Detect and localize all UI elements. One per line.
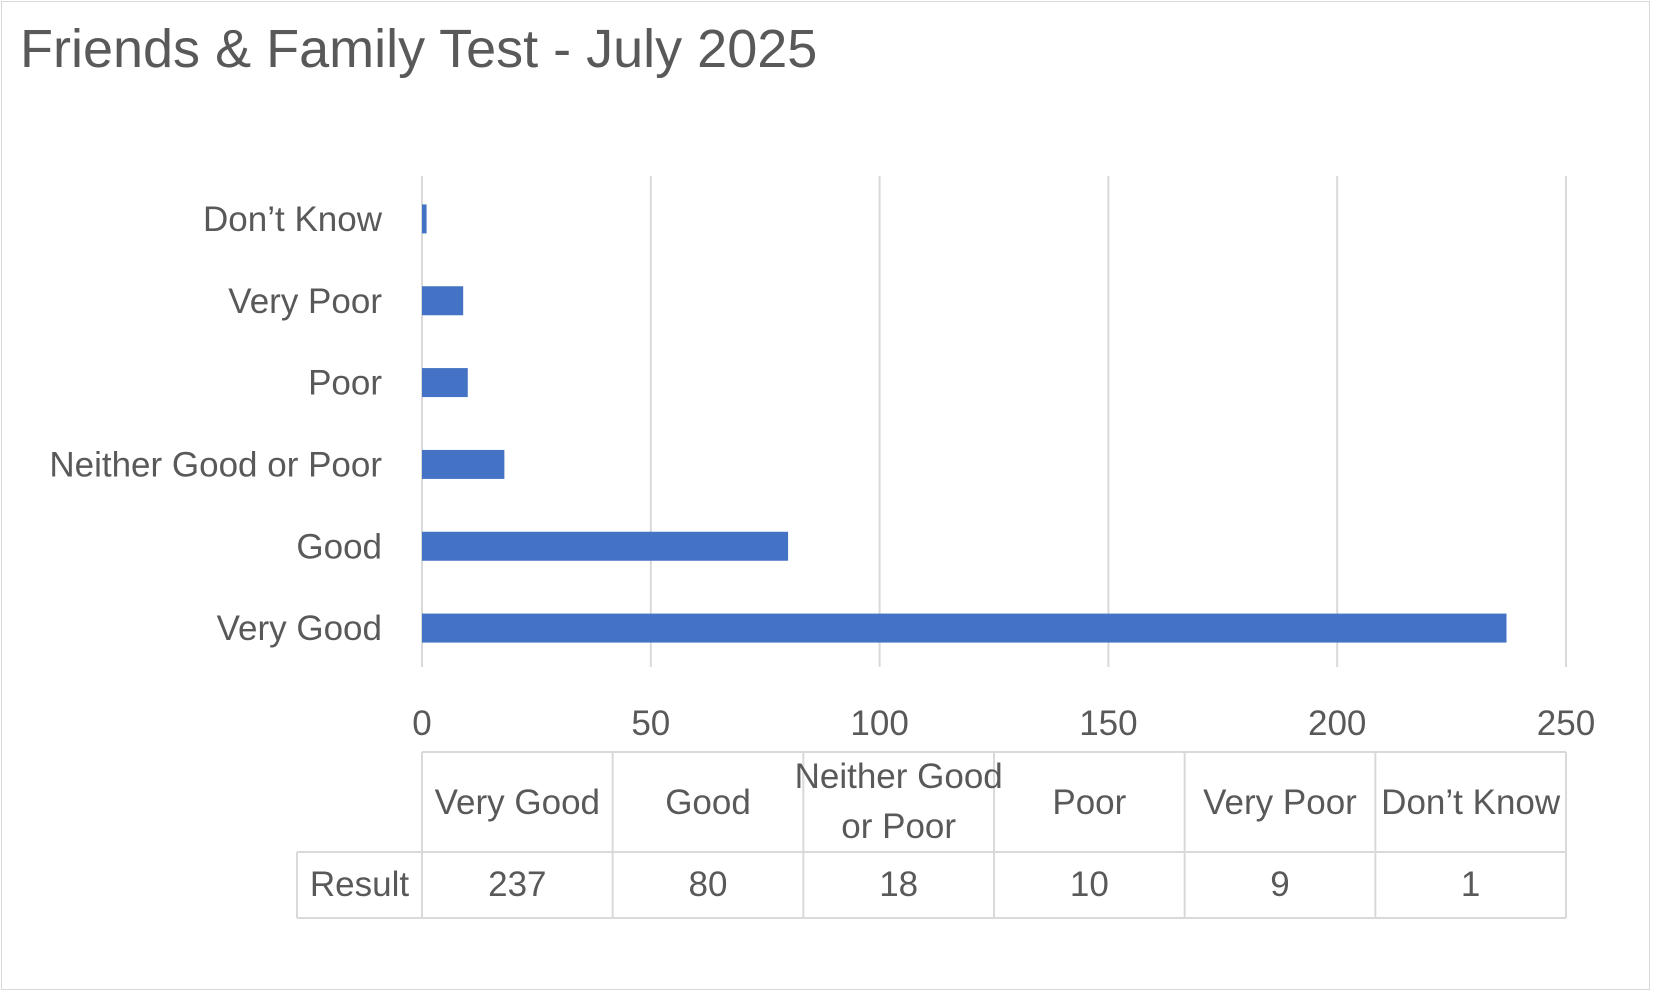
table-row-label: Result [310,865,409,904]
category-label-neither-good-or-poor: Neither Good or Poor [49,445,382,484]
gridlines [421,176,1567,667]
table-header-good: Good [665,783,751,822]
table-header-very-poor: Very Poor [1203,783,1357,822]
bar-good [422,531,789,561]
table-value-good: 80 [689,865,728,904]
table-header-very-good: Very Good [435,783,600,822]
bar-poor [422,368,468,398]
bar-very-good [422,613,1507,643]
table-header-don-t-know: Don’t Know [1381,783,1561,822]
table-value-very-poor: 9 [1270,865,1289,904]
table-value-very-good: 237 [488,865,546,904]
x-axis-tick-labels: 0 50 100 150 200 250 [412,704,1595,743]
category-label-very-poor: Very Poor [228,282,382,321]
x-tick-label-250: 250 [1537,704,1595,743]
x-tick-label-0: 0 [412,704,431,743]
table-value-don-t-know: 1 [1461,865,1480,904]
category-label-poor: Poor [308,364,382,403]
category-label-good: Good [296,527,382,566]
table-value-neither-good-or-poor: 18 [879,865,918,904]
x-tick-label-200: 200 [1308,704,1366,743]
x-tick-label-150: 150 [1079,704,1137,743]
table-header-neither-good-or-poor: Neither Good or Poor [795,757,1003,846]
x-tick-label-50: 50 [631,704,670,743]
bar-very-poor [422,286,464,316]
bars [422,204,1507,643]
category-label-very-good: Very Good [217,609,382,648]
data-table: Very Good Good Neither Good or Poor Poor Very… [296,751,1567,919]
bar-don-t-know [422,204,427,234]
category-label-don-t-know: Don’t Know [203,200,383,239]
category-labels: Very Good Good Neither Good or Poor Poor Ver… [49,200,382,648]
x-tick-label-100: 100 [850,704,908,743]
table-value-poor: 10 [1070,865,1109,904]
chart-title: Friends & Family Test - July 2025 [20,19,818,79]
table-header-poor: Poor [1052,783,1126,822]
bar-neither-good-or-poor [422,449,505,479]
